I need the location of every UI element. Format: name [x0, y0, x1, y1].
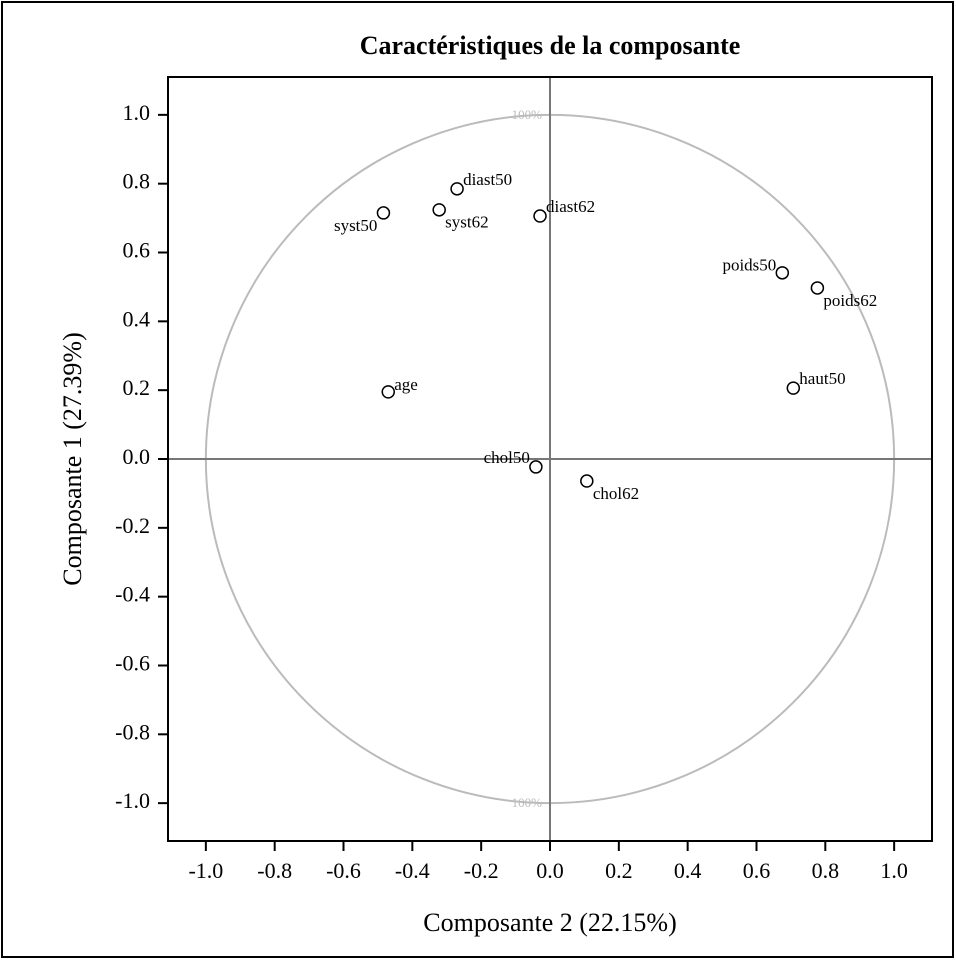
- x-tick-label: -0.2: [464, 858, 499, 883]
- x-tick-label: -0.4: [395, 858, 430, 883]
- point-label: chol50: [484, 448, 530, 467]
- point-label: haut50: [799, 369, 845, 388]
- y-tick-label: -0.8: [115, 719, 150, 744]
- y-tick-label: 1.0: [123, 100, 151, 125]
- point-label: syst50: [334, 216, 377, 235]
- point: [786, 381, 801, 395]
- point-label: poids50: [722, 256, 776, 275]
- x-tick-label: 0.4: [674, 858, 702, 883]
- point-label: age: [394, 375, 418, 394]
- y-tick-label: 0.4: [123, 306, 151, 331]
- point: [810, 281, 825, 295]
- y-tick-label: -0.4: [115, 582, 150, 607]
- x-tick-label: 0.0: [536, 858, 564, 883]
- y-tick-label: 0.6: [123, 238, 151, 263]
- circle-label: 100%: [512, 107, 543, 122]
- y-tick-label: 0.8: [123, 169, 151, 194]
- x-tick-label: -0.8: [257, 858, 292, 883]
- y-tick-label: -0.2: [115, 513, 150, 538]
- x-tick-label: 0.8: [812, 858, 840, 883]
- x-tick-label: 1.0: [880, 858, 908, 883]
- y-tick-label: 0.2: [123, 375, 151, 400]
- chart-title: Caractéristiques de la composante: [360, 31, 741, 60]
- y-axis-label: Composante 1 (27.39%): [58, 332, 87, 585]
- x-tick-label: 0.2: [605, 858, 633, 883]
- y-tick-label: -0.6: [115, 651, 150, 676]
- point-label: diast50: [463, 170, 512, 189]
- point: [432, 203, 446, 217]
- point: [529, 460, 543, 474]
- x-tick-label: -1.0: [188, 858, 223, 883]
- x-axis-label: Composante 2 (22.15%): [423, 908, 676, 937]
- point: [381, 385, 396, 399]
- point: [580, 474, 594, 488]
- point: [533, 209, 547, 223]
- y-tick-label: 0.0: [123, 444, 151, 469]
- point-label: syst62: [445, 213, 488, 232]
- circle-label: 100%: [512, 795, 543, 810]
- x-tick-label: 0.6: [743, 858, 771, 883]
- point-label: diast62: [546, 197, 595, 216]
- y-tick-label: -1.0: [115, 788, 150, 813]
- point-label: poids62: [823, 291, 877, 310]
- point: [450, 182, 464, 196]
- point: [376, 206, 391, 220]
- point: [775, 266, 790, 280]
- x-tick-label: -0.6: [326, 858, 361, 883]
- point-label: chol62: [593, 484, 639, 503]
